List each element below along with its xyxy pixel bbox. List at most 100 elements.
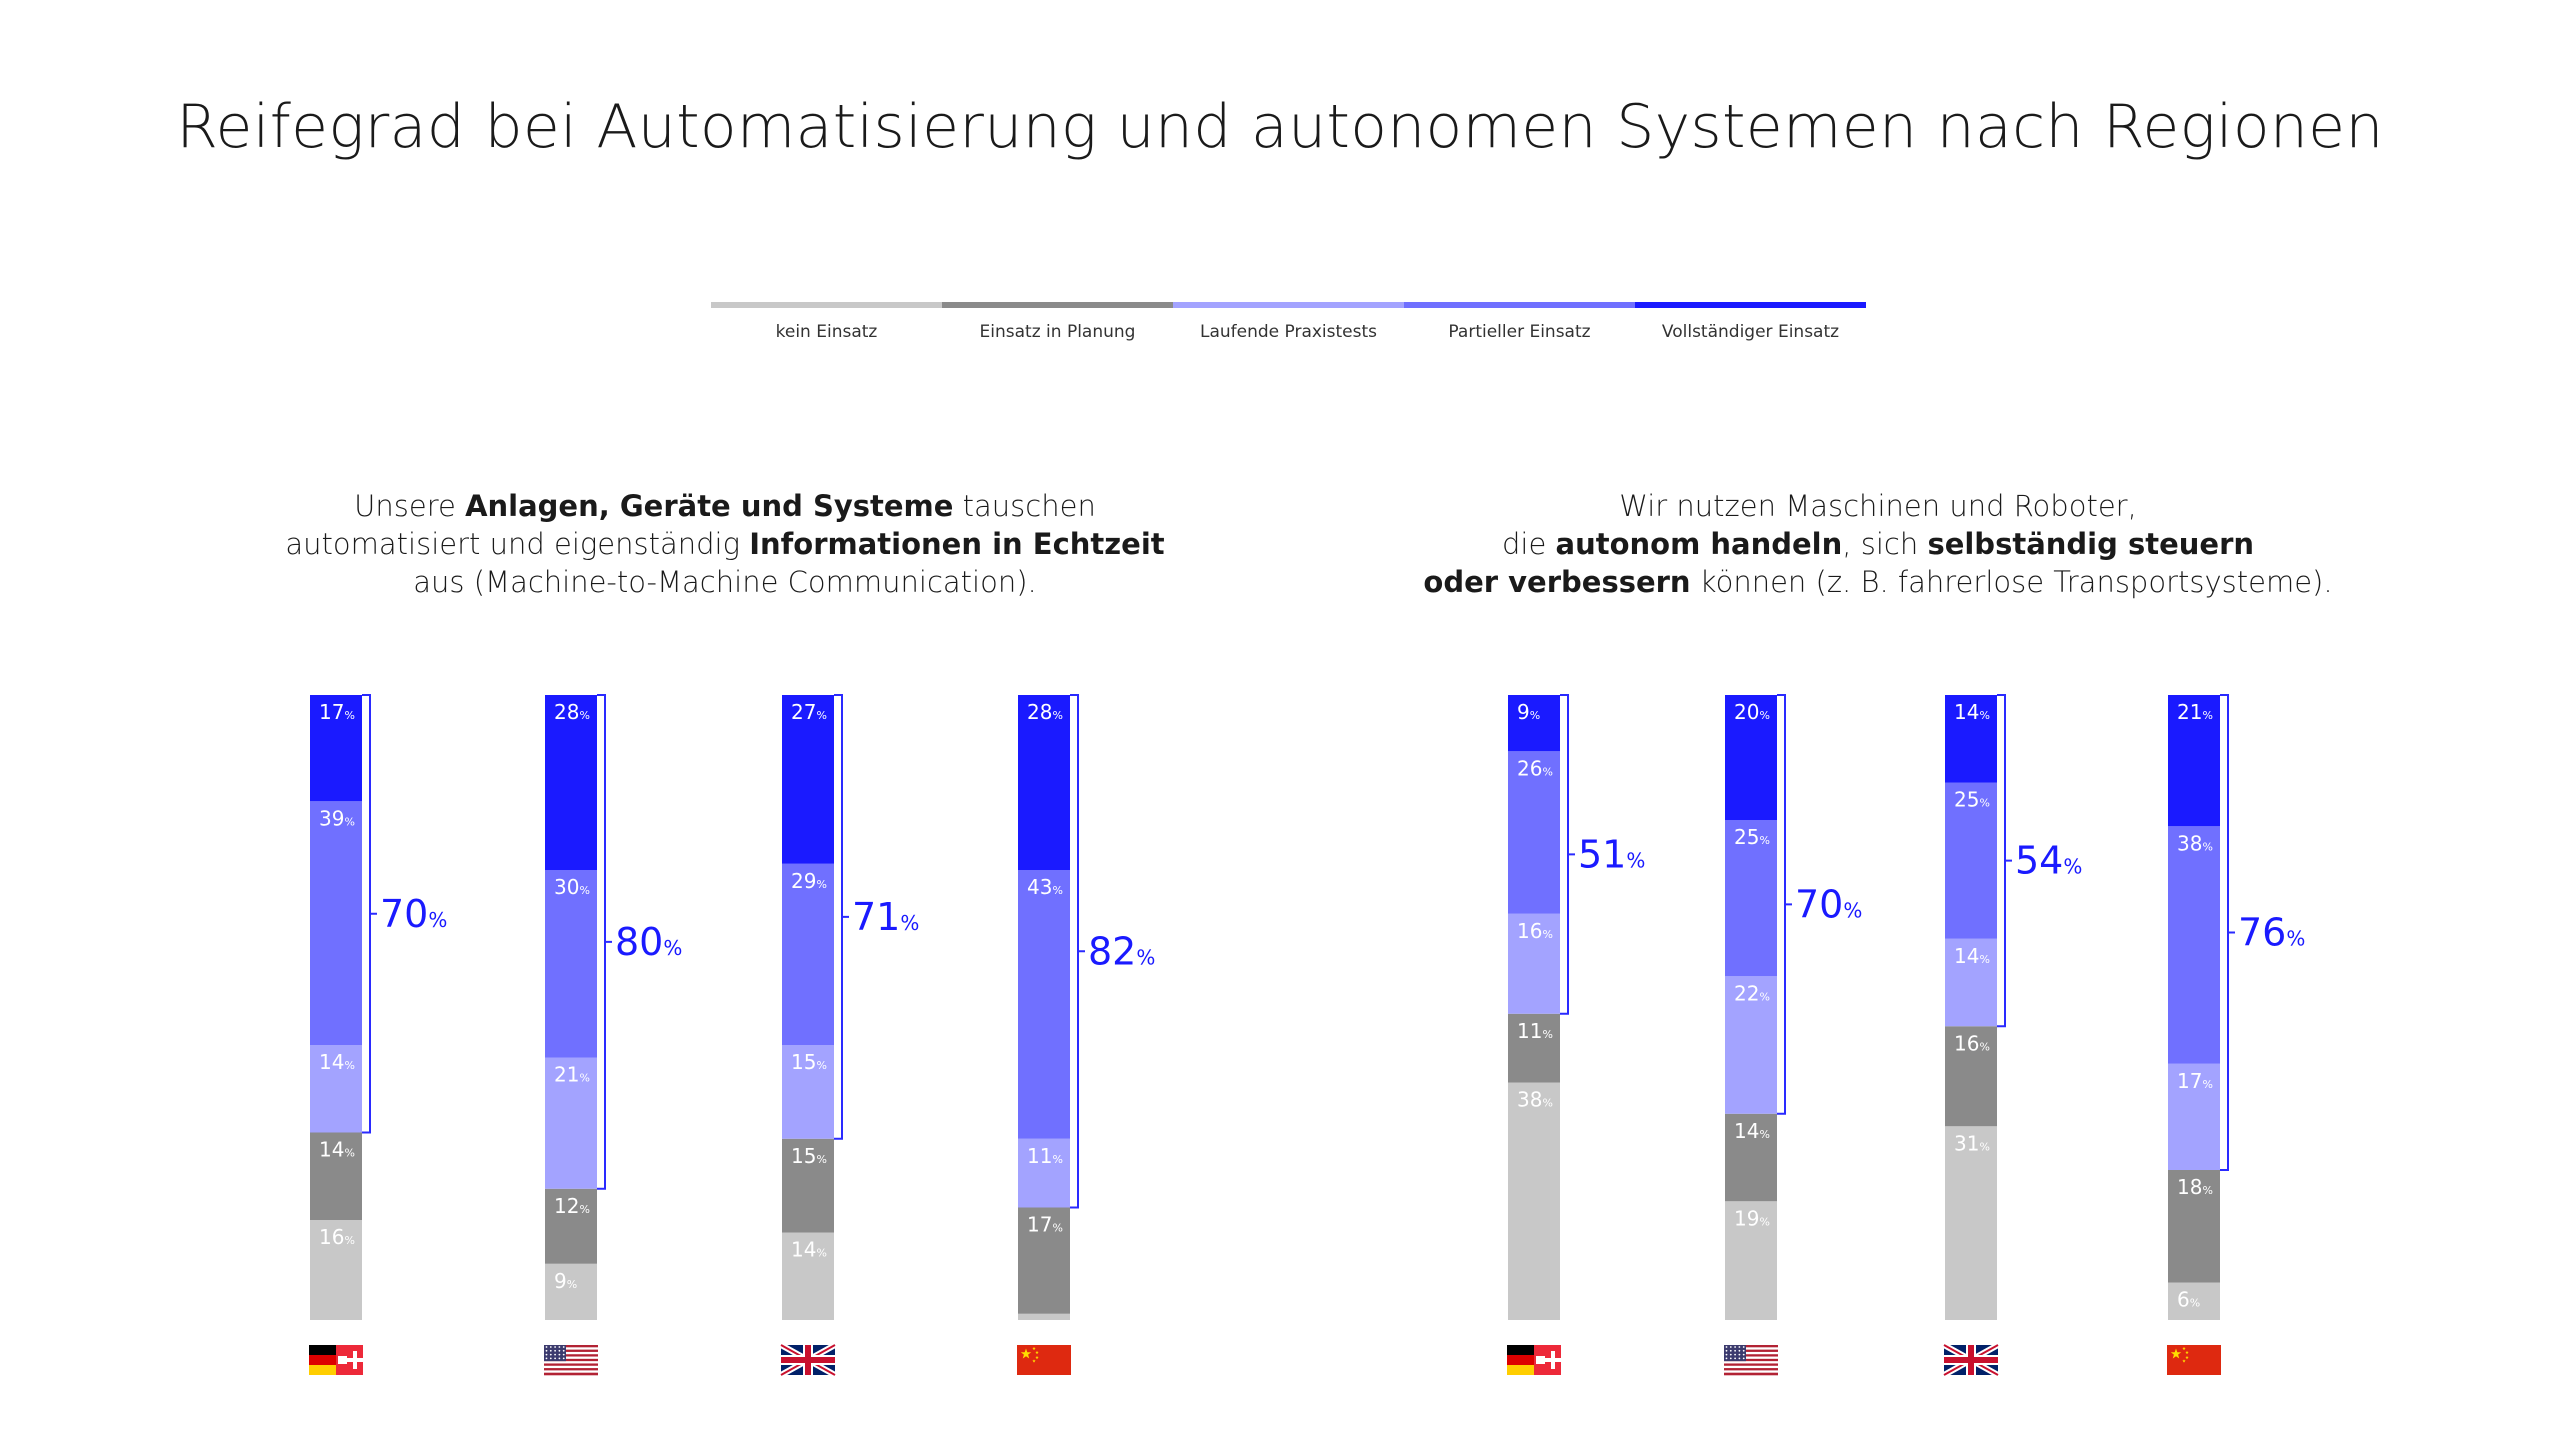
bar-segment xyxy=(545,695,597,870)
bar-value-label: 14% xyxy=(1954,700,1990,724)
bar-value-label: 28% xyxy=(1027,700,1063,724)
bar-value-label: 19% xyxy=(1734,1206,1770,1230)
bar-segment xyxy=(310,1220,362,1320)
legend-label: Einsatz in Planung xyxy=(979,322,1136,342)
bracket-total-label: 51% xyxy=(1578,832,1645,876)
bar-value-label: 16% xyxy=(1954,1031,1990,1055)
subtitle-emphasis: selbständig steuern xyxy=(1927,527,2255,561)
bar-segment xyxy=(545,1263,597,1320)
bar-segment xyxy=(1508,913,1560,1014)
bar-segment xyxy=(1725,1113,1777,1202)
bar-segment xyxy=(310,1045,362,1133)
bar-segment xyxy=(782,1232,834,1320)
bracket xyxy=(1560,694,1569,1015)
bracket-total-label: 54% xyxy=(2015,839,2082,883)
dach-flag-icon xyxy=(1507,1345,1562,1375)
bar-value-label: 38% xyxy=(1517,1088,1553,1112)
legend-item: kein Einsatz xyxy=(711,302,942,342)
bar-segment xyxy=(2168,826,2220,1064)
subtitle-emphasis: oder verbessern xyxy=(1423,565,1691,599)
bar-segment xyxy=(1018,1313,1070,1320)
legend-swatch xyxy=(1635,302,1866,308)
bracket xyxy=(597,694,606,1190)
bracket xyxy=(834,694,843,1140)
bracket-total-label: 70% xyxy=(1795,882,1862,926)
bar-value-label: 43% xyxy=(1027,875,1063,899)
bar-segment xyxy=(1508,751,1560,914)
bar-value-label: 28% xyxy=(554,700,590,724)
bar-value-label: 14% xyxy=(1734,1119,1770,1143)
bar-segment xyxy=(2168,1063,2220,1170)
legend-item: Laufende Praxistests xyxy=(1173,302,1404,342)
bar-segment xyxy=(1725,820,1777,977)
bar-value-label: 31% xyxy=(1954,1131,1990,1155)
bracket-total-label: 76% xyxy=(2238,911,2305,955)
bar-value-label: 15% xyxy=(791,1050,827,1074)
legend-label: Laufende Praxistests xyxy=(1199,322,1378,342)
uk-flag-icon xyxy=(1942,1342,2000,1378)
bar-segment xyxy=(1945,695,1997,783)
china-flag-icon xyxy=(1017,1345,1071,1375)
bar-value-label: 18% xyxy=(2177,1175,2213,1199)
bar-value-label: 27% xyxy=(791,700,827,724)
bar-segment xyxy=(782,863,834,1045)
bar-segment xyxy=(2168,1170,2220,1283)
bar-segment xyxy=(545,870,597,1058)
bar-value-label: 17% xyxy=(2177,1069,2213,1093)
bracket xyxy=(1777,694,1786,1115)
legend-item: Partieller Einsatz xyxy=(1404,302,1635,342)
subtitle-emphasis: autonom handeln xyxy=(1555,527,1843,561)
bar-value-label: 14% xyxy=(791,1238,827,1262)
chart-subtitle-left: Unsere Anlagen, Geräte und Systeme tausc… xyxy=(285,489,1165,599)
legend-label: kein Einsatz xyxy=(775,322,878,342)
bar-value-label: 22% xyxy=(1734,981,1770,1005)
bar-value-label: 25% xyxy=(1734,825,1770,849)
bar-segment xyxy=(2168,1282,2220,1320)
bar-value-label: 39% xyxy=(319,806,355,830)
bar-segment xyxy=(1945,1126,1997,1320)
bar-segment xyxy=(1018,870,1070,1139)
subtitle-emphasis: Anlagen, Geräte und Systeme xyxy=(465,489,954,523)
legend-label: Partieller Einsatz xyxy=(1448,322,1591,342)
bar-value-label: 30% xyxy=(554,875,590,899)
bar-segment xyxy=(545,1057,597,1189)
bar-value-label: 15% xyxy=(791,1144,827,1168)
bar-segment xyxy=(1018,1207,1070,1314)
bar-segment xyxy=(1508,1013,1560,1083)
legend-swatch xyxy=(942,302,1173,308)
china-flag-icon xyxy=(2167,1345,2221,1375)
legend-item: Einsatz in Planung xyxy=(942,302,1173,342)
bar-value-label: 26% xyxy=(1517,756,1553,780)
bar-segment xyxy=(2168,695,2220,827)
bracket-total-label: 71% xyxy=(852,895,919,939)
bar-segment xyxy=(1508,695,1560,752)
bar-value-label: 38% xyxy=(2177,831,2213,855)
legend-swatch xyxy=(1404,302,1635,308)
bar-segment xyxy=(1725,695,1777,820)
bracket-total-label: 80% xyxy=(615,920,682,964)
dach-flag-icon xyxy=(309,1345,364,1375)
bar-segment xyxy=(310,1132,362,1220)
bar-value-label: 9% xyxy=(554,1269,577,1293)
bar-value-label: 20% xyxy=(1734,700,1770,724)
bar-value-label: 6% xyxy=(2177,1288,2200,1312)
bar-segment xyxy=(1508,1082,1560,1320)
legend-swatch xyxy=(1173,302,1404,308)
bar-segment xyxy=(782,1045,834,1139)
bar-value-label: 17% xyxy=(319,700,355,724)
bar-value-label: 11% xyxy=(1517,1019,1553,1043)
bar-segment xyxy=(1725,976,1777,1114)
bar-value-label: 14% xyxy=(319,1050,355,1074)
legend-label: Vollständiger Einsatz xyxy=(1661,322,1840,342)
bar-value-label: 12% xyxy=(554,1194,590,1218)
bar-segment xyxy=(782,1138,834,1233)
bar-value-label: 14% xyxy=(319,1138,355,1162)
usa-flag-icon xyxy=(1724,1345,1778,1376)
bracket-total-label: 82% xyxy=(1088,929,1155,973)
bar-segment xyxy=(1945,782,1997,939)
bar-value-label: 29% xyxy=(791,869,827,893)
bar-segment xyxy=(310,801,362,1045)
page-title: Reifegrad bei Automatisierung und autono… xyxy=(176,92,2384,162)
bar-segment xyxy=(1725,1201,1777,1320)
bar-segment xyxy=(1945,938,1997,1027)
